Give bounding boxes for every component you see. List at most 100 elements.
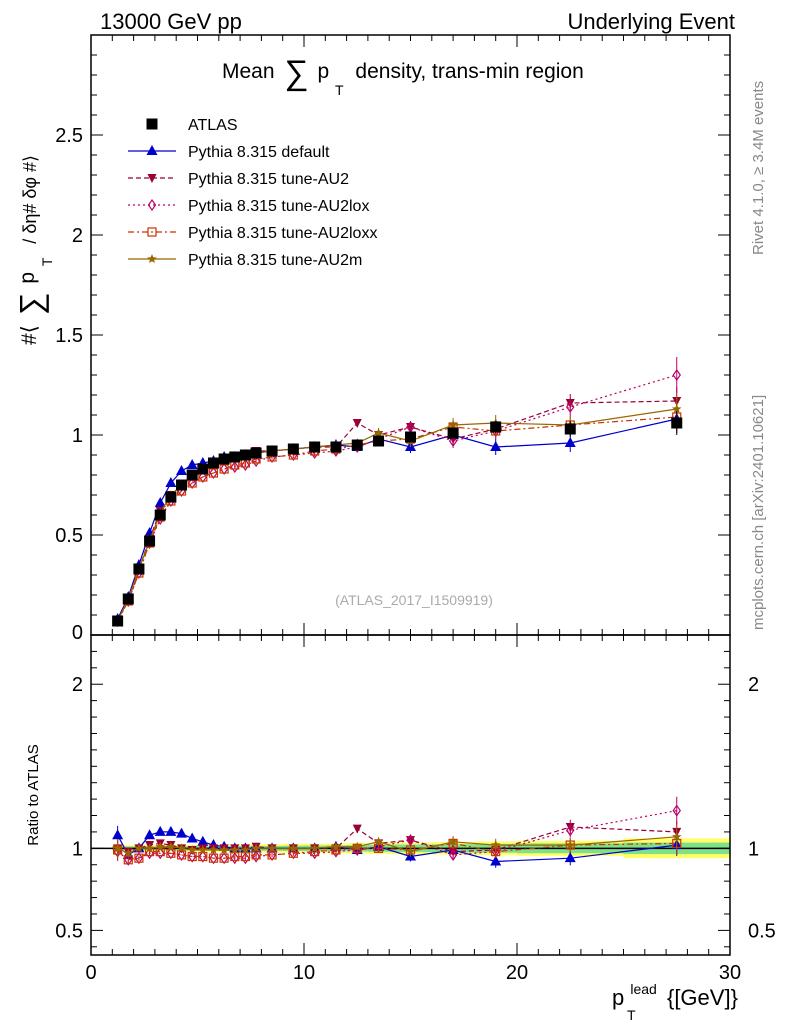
data-point [207, 457, 219, 469]
data-point [133, 563, 145, 575]
title-sub: T [335, 82, 344, 98]
ratio-series [112, 796, 683, 868]
main-panel: 0.5 1 1.5 2 2.5 0 Mean ∑ p T density, trans-m… [13, 34, 731, 644]
series-line-au2loxx [117, 416, 677, 622]
rivet-info: Rivet 4.1.0, ≥ 3.4M events [750, 81, 767, 255]
ratio-point [448, 836, 458, 846]
ratio-point [166, 847, 176, 860]
x-tick-label: 30 [719, 962, 741, 984]
data-point [209, 466, 218, 480]
ratio-ytick-label-right: 2 [748, 674, 759, 696]
data-point [154, 497, 166, 507]
ratio-point [672, 804, 681, 817]
xlabel-sub: T [627, 1007, 636, 1023]
x-tick-label: 0 [85, 962, 96, 984]
ratio-point [405, 846, 416, 856]
ratio-point [219, 845, 229, 854]
ratio-point [134, 853, 144, 863]
series-line-default [117, 418, 677, 620]
ratio-point [166, 848, 176, 858]
ratio-point [187, 845, 197, 854]
series-line-au2 [117, 400, 677, 622]
data-point [229, 451, 241, 463]
data-point [405, 431, 416, 443]
ratio-ticks: 0 10 20 30 0.5 0.5 1 1 2 2 [55, 635, 776, 984]
ratio-point [198, 845, 208, 854]
data-point [176, 465, 188, 475]
data-point [208, 468, 219, 478]
xlabel-post: {[GeV]} [667, 985, 738, 1010]
data-point [490, 421, 502, 433]
series-au2lox [113, 357, 681, 628]
data-point [176, 479, 188, 491]
series-line-au2m [117, 408, 677, 622]
ratio-point [566, 824, 575, 837]
data-point [144, 535, 156, 547]
ratio-point [177, 848, 186, 861]
ylabel-post: / δη# δφ #⟩ [20, 155, 40, 244]
data-point [198, 470, 208, 484]
x-tick-label: 10 [293, 962, 315, 984]
ratio-point [240, 851, 251, 862]
data-point [186, 459, 198, 469]
ratio-point [564, 852, 576, 863]
ratio-point [197, 835, 209, 846]
data-point [309, 441, 321, 453]
ratio-point [565, 840, 575, 850]
main-ytick-label: 2.5 [55, 125, 83, 147]
data-point [230, 460, 240, 474]
ratio-point [165, 825, 177, 836]
main-series [112, 357, 683, 628]
ratio-point [124, 853, 133, 866]
ylabel-sub: T [39, 257, 55, 266]
ratio-ytick-label: 1 [72, 838, 83, 860]
legend-item-au2: Pythia 8.315 tune-AU2 [128, 171, 349, 188]
ratio-point [123, 848, 133, 858]
ratio-point [134, 843, 144, 853]
ratio-point [112, 829, 124, 840]
ratio-frame [90, 634, 731, 956]
ratio-point [288, 843, 299, 853]
data-point [564, 423, 576, 435]
ratio-point [267, 850, 277, 860]
legend-item-default: Pythia 8.315 default [128, 144, 330, 161]
ratio-series-au2m [112, 826, 682, 858]
ratio-ytick-label-right: 1 [748, 838, 759, 860]
legend-item-au2loxx: Pythia 8.315 tune-AU2loxx [128, 225, 377, 242]
ratio-point [166, 841, 176, 851]
ratio-point [112, 843, 123, 853]
analysis-watermark: (ATLAS_2017_I1509919) [335, 592, 493, 608]
mcplots-info: mcplots.cern.ch [arXiv:2401.10621] [750, 395, 767, 630]
ratio-point [251, 850, 261, 860]
legend-marker [146, 118, 158, 130]
ratio-point [144, 829, 156, 840]
ratio-point [187, 850, 197, 863]
main-ytick-label: 0.5 [55, 525, 83, 547]
legend-marker [147, 198, 157, 212]
data-point [186, 469, 198, 481]
legend: ATLAS Pythia 8.315 default Pythia 8.315 tu… [128, 117, 377, 269]
main-frame [90, 34, 731, 636]
ratio-point [267, 843, 277, 853]
ratio-point [219, 852, 229, 865]
ratio-point [352, 841, 362, 851]
main-ytick-label-zero: 0 [72, 622, 83, 644]
data-point [351, 439, 363, 451]
legend-item-au2m: Pythia 8.315 tune-AU2m [128, 252, 362, 269]
legend-label: Pythia 8.315 tune-AU2lox [188, 198, 369, 215]
ratio-point [144, 843, 155, 853]
ratio-point [240, 845, 251, 854]
legend-marker [147, 174, 157, 183]
data-point [239, 449, 251, 461]
data-point [448, 434, 458, 448]
ylabel-p: p [16, 272, 39, 284]
data-point [672, 404, 682, 413]
ratio-point [251, 843, 261, 853]
data-point [447, 427, 459, 439]
series-au2 [113, 387, 682, 626]
ratio-ytick-label-right: 0.5 [748, 920, 776, 942]
ylabel-pre: #⟨ [18, 325, 41, 345]
series-atlas [112, 411, 683, 627]
legend-label: Pythia 8.315 tune-AU2loxx [188, 225, 377, 242]
